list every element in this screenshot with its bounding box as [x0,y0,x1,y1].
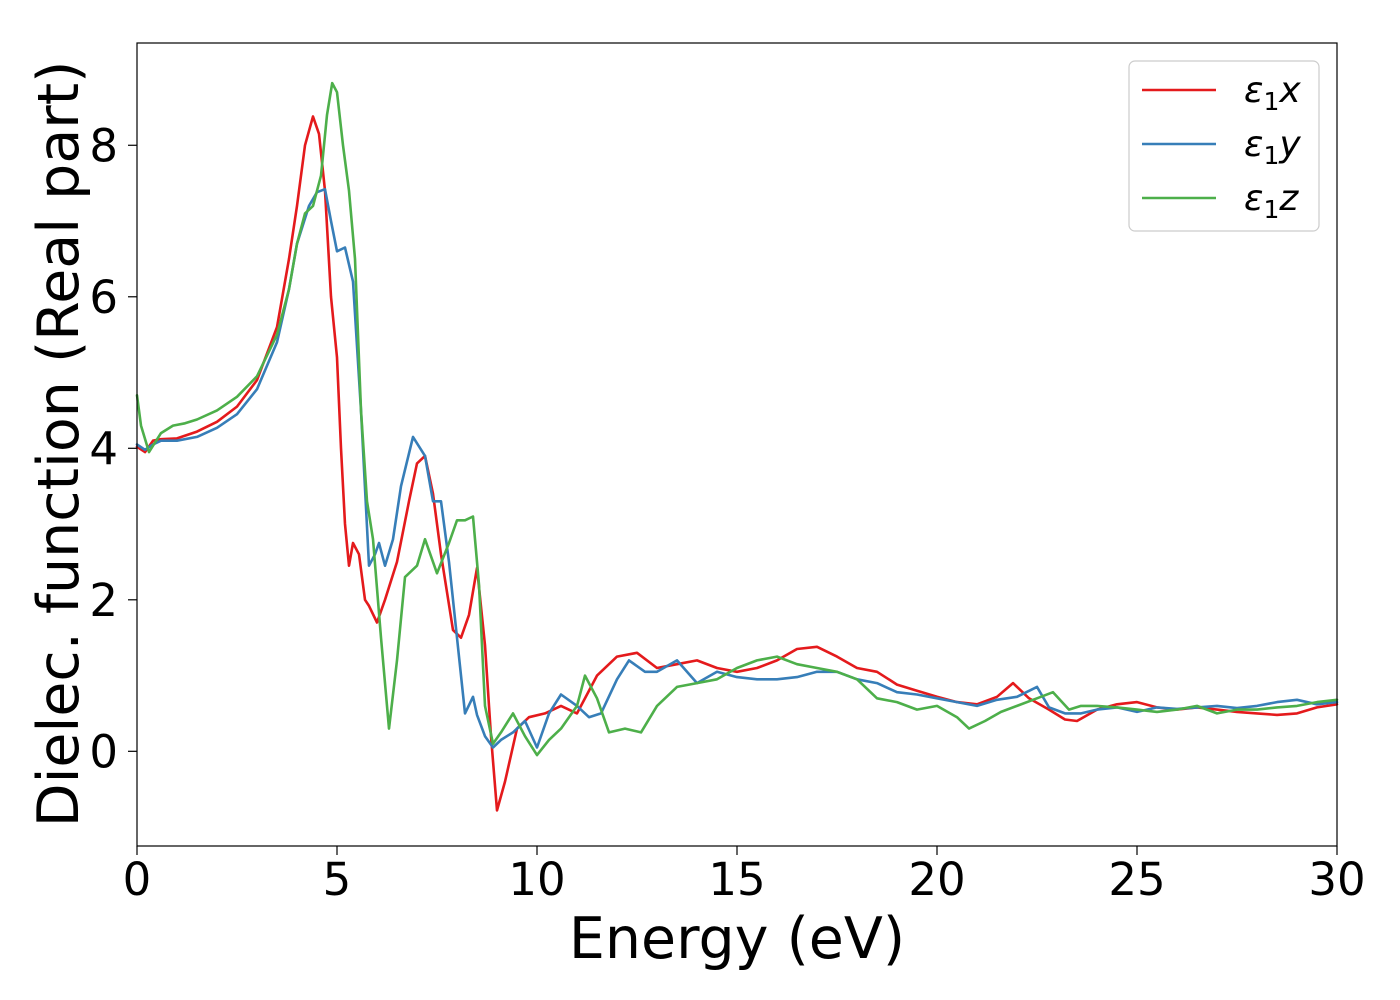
x-tick-label: 0 [123,853,152,906]
y-tick-label: 2 [89,574,118,627]
x-tick-label: 30 [1308,853,1365,906]
y-tick-label: 4 [89,422,118,475]
legend-label-z: ε1z [1244,178,1299,224]
x-axis: 0 5 10 15 20 25 30 [123,846,1366,906]
legend-box [1128,60,1320,232]
legend: ε1x ε1y ε1z [1128,60,1320,232]
y-tick-label: 6 [89,271,118,324]
series-layer [135,81,1339,812]
series-line-x [135,115,1339,812]
y-axis-title: Dielec. function (Real part) [26,61,92,828]
y-axis: 0 2 4 6 8 [89,119,137,778]
y-tick-label: 0 [89,725,118,778]
x-tick-label: 10 [508,853,565,906]
x-axis-title: Energy (eV) [569,906,905,972]
x-tick-label: 20 [908,853,965,906]
y-tick-label: 8 [89,119,118,172]
series-line-y [135,187,1339,749]
x-tick-label: 25 [1108,853,1165,906]
x-tick-label: 5 [323,853,352,906]
legend-label-y: ε1y [1244,124,1301,170]
legend-label-x: ε1x [1244,70,1301,116]
x-tick-label: 15 [708,853,765,906]
series-line-z [135,81,1339,757]
